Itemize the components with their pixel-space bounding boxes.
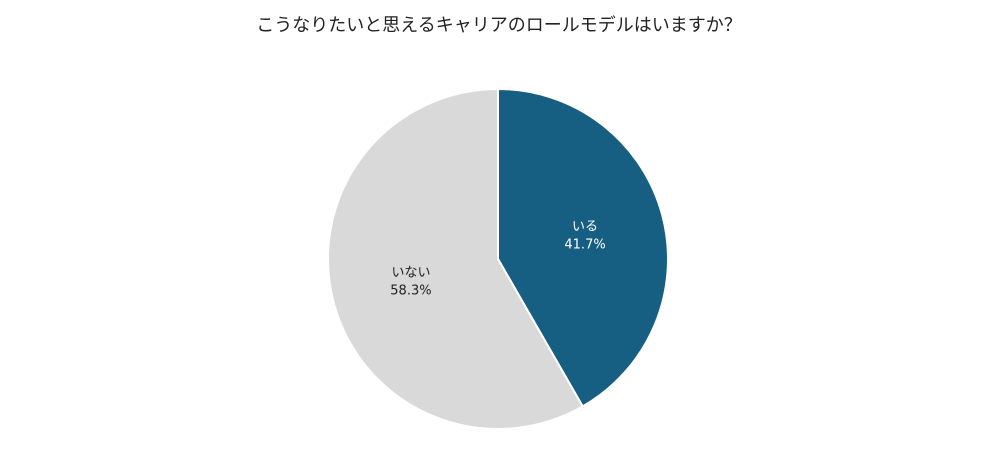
slice-value-label: 58.3% <box>390 284 431 299</box>
slice-category-label: いる <box>572 219 598 234</box>
pie-slice <box>497 87 669 408</box>
slice-category-label: いない <box>391 266 430 281</box>
pie-slice <box>327 87 585 430</box>
chart-title: こうなりたいと思えるキャリアのロールモデルはいますか？ <box>256 15 741 36</box>
slice-value-label: 41.7% <box>564 237 605 252</box>
